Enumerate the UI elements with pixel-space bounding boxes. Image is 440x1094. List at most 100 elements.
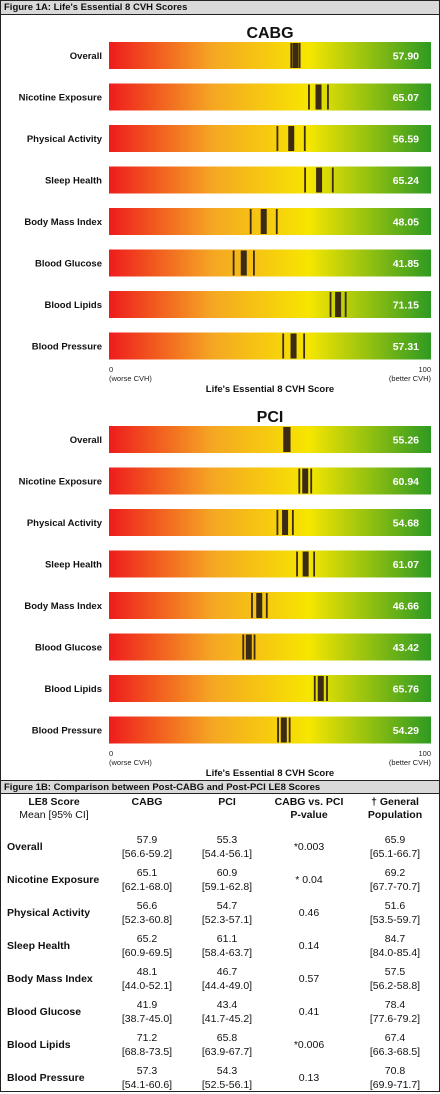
- table-row: Blood Pressure 57.3 [54.1-60.6] 54.3 [52.5-5…: [1, 1061, 439, 1094]
- ci-bound-marker: [303, 333, 306, 359]
- category-label: Blood Pressure: [32, 342, 102, 353]
- ci-bound-marker: [276, 510, 279, 535]
- category-label: Overall: [70, 435, 102, 446]
- mean-marker: [302, 468, 309, 494]
- axis-min-tick-label: 0: [109, 749, 113, 758]
- ci-bound-marker: [304, 167, 306, 193]
- mean-marker: [292, 43, 299, 68]
- axis-min-tick-label: 0: [109, 365, 113, 374]
- score-bar: [109, 675, 431, 702]
- row-label: Nicotine Exposure: [7, 873, 100, 886]
- header-le8-score: LE8 Score Mean [95% CI]: [19, 796, 89, 821]
- table-row: Sleep Health 65.2 [60.9-69.5] 61.1 [58.4-63.…: [1, 929, 439, 962]
- chart-title: PCI: [257, 409, 284, 426]
- category-label: Nicotine Exposure: [19, 93, 102, 104]
- row-label: Sleep Health: [7, 939, 71, 952]
- ci-bound-marker: [329, 292, 332, 317]
- ci-bound-marker: [290, 43, 293, 68]
- table-row: Body Mass Index 48.1 [44.0-52.1] 46.7 [44.4-…: [1, 962, 439, 995]
- score-bar: [109, 633, 431, 661]
- pvalue-cell: 0.41: [298, 1005, 320, 1018]
- ci-bound-marker: [282, 333, 285, 359]
- ci-bound-marker: [251, 593, 253, 618]
- score-bar: [109, 249, 431, 277]
- ci-bound-marker: [296, 551, 298, 577]
- general-population-cell: 65.9 [65.1-66.7]: [369, 833, 421, 860]
- ci-bound-marker: [276, 126, 279, 151]
- category-label: Nicotine Exposure: [19, 477, 102, 488]
- value-label: 48.05: [393, 217, 419, 229]
- table-row: Blood Glucose 41.9 [38.7-45.0] 43.4 [41.7-45…: [1, 995, 439, 1028]
- pci-cell: 54.3 [52.5-56.1]: [201, 1064, 253, 1091]
- pvalue-cell: 0.14: [298, 939, 320, 952]
- general-population-cell: 51.6 [53.5-59.7]: [369, 899, 421, 926]
- value-label: 56.59: [393, 134, 419, 146]
- axis-min-sublabel: (worse CVH): [109, 374, 152, 383]
- axis-max-sublabel: (better CVH): [389, 374, 432, 383]
- ci-bound-marker: [277, 717, 279, 743]
- row-label: Physical Activity: [7, 906, 91, 919]
- value-label: 46.66: [393, 601, 419, 613]
- ci-bound-marker: [313, 676, 316, 701]
- value-label: 54.68: [393, 518, 419, 530]
- ci-bound-marker: [308, 84, 310, 110]
- score-bar: [109, 291, 431, 318]
- ci-bound-marker: [288, 717, 291, 743]
- table-row: Physical Activity 56.6 [52.3-60.8] 54.7 [52.…: [1, 896, 439, 929]
- general-population-cell: 67.4 [66.3-68.5]: [369, 1031, 421, 1058]
- header-pvalue: CABG vs. PCI P-value: [274, 796, 344, 821]
- cabg-cell: 71.2 [68.8-73.5]: [121, 1031, 173, 1058]
- ci-bound-marker: [275, 209, 278, 234]
- ci-bound-marker: [327, 84, 329, 110]
- mean-marker: [256, 593, 263, 618]
- general-population-cell: 69.2 [67.7-70.7]: [369, 866, 421, 893]
- ci-bound-marker: [249, 209, 252, 234]
- general-population-cell: 84.7 [84.0-85.4]: [369, 932, 421, 959]
- ci-bound-marker: [291, 510, 294, 535]
- ci-bound-marker: [298, 468, 301, 494]
- value-label: 41.85: [393, 258, 419, 270]
- value-label: 65.76: [393, 684, 419, 696]
- chart-panel-pci: PCI Overall 55.26 Nicotine Exposure 60.94 Phy…: [19, 409, 432, 779]
- row-label: Blood Glucose: [7, 1005, 82, 1018]
- general-population-cell: 78.4 [77.6-79.2]: [369, 998, 421, 1025]
- score-bar: [109, 332, 431, 360]
- value-label: 43.42: [393, 642, 419, 654]
- chart-title: CABG: [246, 25, 293, 42]
- x-axis-label: Life's Essential 8 CVH Score: [206, 384, 334, 395]
- mean-marker: [288, 126, 295, 151]
- category-label: Blood Lipids: [44, 684, 102, 695]
- category-label: Blood Pressure: [32, 726, 102, 737]
- score-bar: [109, 716, 431, 744]
- mean-marker: [316, 167, 323, 193]
- pvalue-cell: 0.13: [298, 1071, 320, 1084]
- category-label: Blood Glucose: [35, 643, 102, 654]
- value-label: 57.31: [393, 341, 419, 353]
- mean-marker: [260, 209, 267, 234]
- score-bar: [109, 509, 431, 536]
- mean-marker: [335, 292, 342, 317]
- category-label: Physical Activity: [27, 518, 103, 529]
- axis-min-sublabel: (worse CVH): [109, 758, 152, 767]
- pci-cell: 60.9 [59.1-62.8]: [201, 866, 253, 893]
- category-label: Overall: [70, 51, 102, 62]
- cabg-cell: 41.9 [38.7-45.0]: [121, 998, 173, 1025]
- score-bar: [109, 467, 431, 495]
- cabg-cell: 65.2 [60.9-69.5]: [121, 932, 173, 959]
- pci-cell: 55.3 [54.4-56.1]: [201, 833, 253, 860]
- ci-bound-marker: [344, 292, 347, 317]
- table-row: Blood Lipids 71.2 [68.8-73.5] 65.8 [63.9-67.…: [1, 1028, 439, 1061]
- value-label: 71.15: [393, 300, 419, 312]
- ci-bound-marker: [265, 593, 268, 618]
- chart-panel-cabg: CABG Overall 57.90 Nicotine Exposure 65.07 Ph…: [19, 25, 432, 395]
- row-label: Blood Lipids: [7, 1038, 71, 1051]
- cabg-cell: 57.3 [54.1-60.6]: [121, 1064, 173, 1091]
- figure-1a-charts: CABG Overall 57.90 Nicotine Exposure 65.07 Ph…: [19, 25, 432, 779]
- axis-max-sublabel: (better CVH): [389, 758, 432, 767]
- ci-bound-marker: [242, 634, 245, 660]
- value-label: 65.07: [393, 92, 419, 104]
- general-population-cell: 70.8 [69.9-71.7]: [369, 1064, 421, 1091]
- table-row: Nicotine Exposure 65.1 [62.1-68.0] 60.9 [59.…: [1, 863, 439, 896]
- cabg-cell: 48.1 [44.0-52.1]: [121, 965, 173, 992]
- pvalue-cell: * 0.04: [295, 873, 323, 886]
